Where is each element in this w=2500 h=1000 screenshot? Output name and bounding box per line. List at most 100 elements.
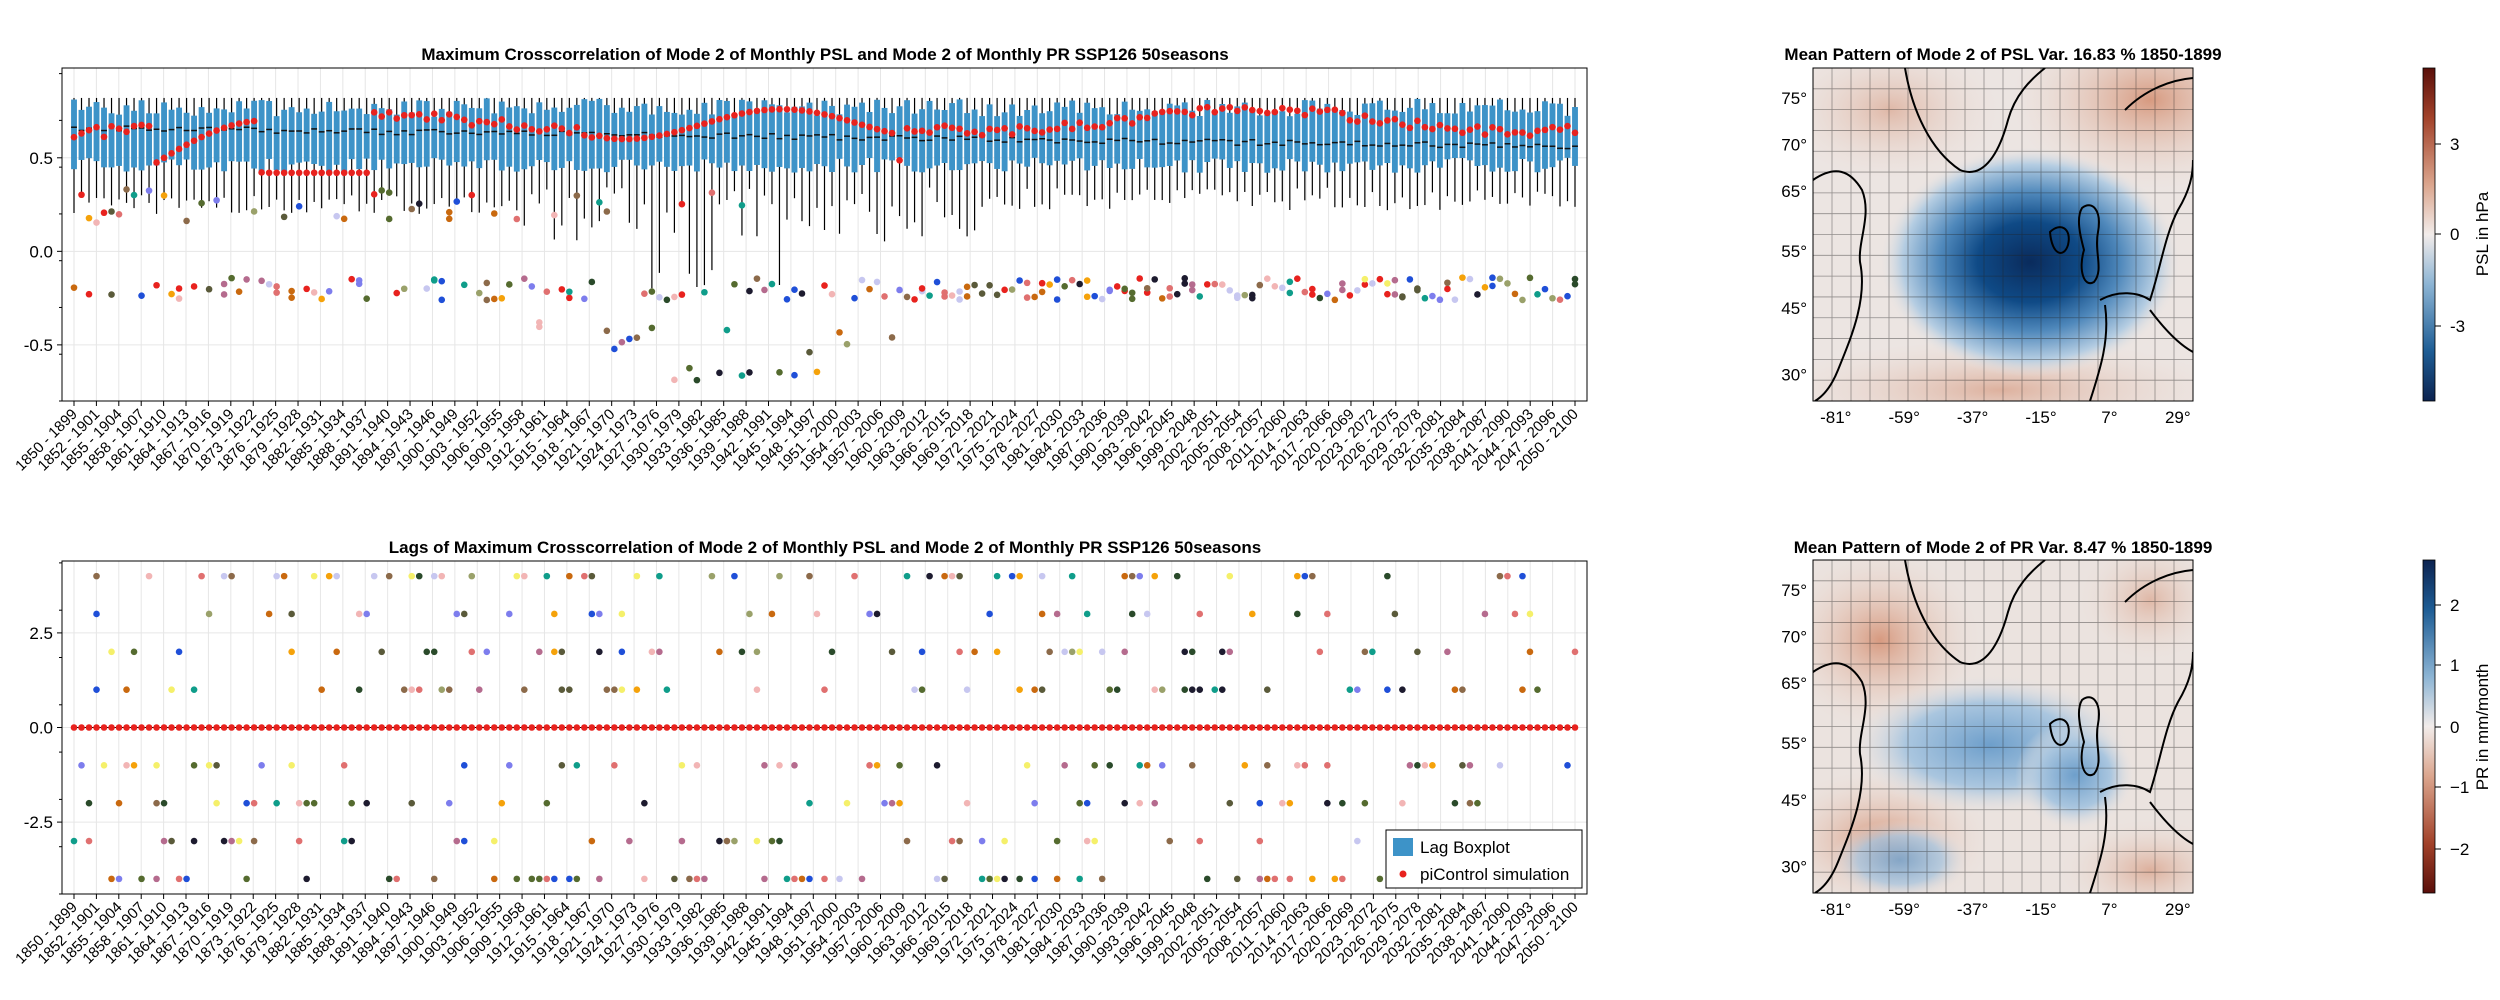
pi-control-lag-marker [798,724,806,731]
pi-control-marker [310,169,318,177]
box [93,102,100,162]
pi-control-lag-marker [978,724,986,731]
lag-member-marker [1571,648,1579,656]
box [401,101,408,165]
lag-member-marker [806,572,813,580]
pi-control-lag-marker [933,724,941,731]
lag-member-marker [1309,875,1316,883]
pi-control-lag-marker [445,724,453,731]
lag-member-marker [753,648,761,656]
pi-control-marker [1166,107,1174,115]
pi-control-marker [1196,104,1204,112]
map-lon-label: -15° [2025,900,2056,919]
box [1271,111,1278,169]
lag-member-marker [175,875,183,883]
lag-member-marker [1429,762,1436,769]
member-marker [288,287,295,295]
member-marker [821,282,828,289]
box [1099,107,1106,161]
psl-map-field [1813,68,2193,401]
pi-control-lag-marker [85,724,93,731]
map-lat-label: 75° [1781,89,1807,108]
box [1564,115,1571,158]
box [371,103,378,171]
lag-member-marker [1354,686,1361,693]
pi-control-marker [1076,119,1083,127]
member-marker [798,290,806,297]
pi-control-marker [723,113,731,121]
pi-control-marker [400,111,408,119]
lag-member-marker [1196,837,1204,845]
pi-control-lag-marker [213,724,220,731]
box [318,111,325,166]
pi-control-lag-marker [956,724,963,731]
pi-control-lag-marker [776,724,783,731]
pi-control-marker [963,130,971,137]
pi-control-lag-marker [490,724,498,731]
lag-member-marker [1279,799,1286,807]
member-marker [333,212,340,220]
lag-member-marker [588,610,596,618]
pi-control-lag-marker [903,724,911,731]
lag-member-marker [1226,799,1234,807]
lag-member-marker [93,686,100,693]
box [1016,115,1023,164]
lag-member-marker [1031,686,1038,693]
box [821,100,828,167]
member-marker [190,283,198,290]
member-marker [1128,295,1136,303]
lag-member-marker [1534,686,1541,693]
lag-member-marker [528,875,536,883]
member-marker [1076,280,1083,288]
lag-member-marker [1519,686,1526,693]
pi-control-lag-marker [528,724,536,731]
member-marker [866,285,873,293]
pi-control-lag-marker [265,724,273,731]
lag-member-marker [93,610,100,618]
lag-member-marker [168,837,175,845]
lag-member-marker [873,610,881,618]
box [423,101,430,167]
pi-control-lag-marker [100,724,108,731]
pi-control-lag-marker [1511,724,1519,731]
lag-member-marker [1526,648,1534,656]
box [258,100,265,173]
member-marker [1241,291,1249,299]
pi-control-marker [933,123,941,131]
pi-control-lag-marker [115,724,123,731]
member-marker [1136,275,1144,282]
pi-control-lag-marker [1429,724,1436,731]
member-marker [948,292,956,299]
member-marker [1376,275,1384,283]
lag-member-marker [505,610,513,618]
pi-control-lag-marker [738,724,746,731]
member-marker [918,285,926,292]
box [1339,109,1346,172]
pi-control-marker [678,126,686,134]
pr-map-frame [1812,559,2194,894]
lag-member-marker [288,648,295,656]
box [363,114,370,159]
box [438,108,445,160]
lag-member-marker [1414,762,1421,769]
box [769,104,775,172]
lag-member-marker [1151,572,1159,580]
pi-control-marker [1279,104,1286,112]
pi-control-lag-marker [363,724,370,731]
lag-member-marker [445,799,453,807]
member-marker [138,292,145,299]
member-marker [1436,296,1444,304]
legend-lag-boxplot-label: Lag Boxplot [1420,838,1510,857]
member-marker [430,277,438,284]
lag-member-marker [1263,762,1271,769]
pi-control-lag-marker [986,724,993,731]
lag-member-marker [1526,610,1534,618]
member-marker [78,191,85,199]
pi-control-lag-marker [866,724,873,731]
lag-member-marker [866,610,873,618]
box [1196,115,1203,173]
pi-control-marker [1121,115,1128,122]
map-lon-label: 7° [2101,408,2117,427]
pi-control-marker [813,109,821,117]
lag-member-marker [310,572,318,580]
